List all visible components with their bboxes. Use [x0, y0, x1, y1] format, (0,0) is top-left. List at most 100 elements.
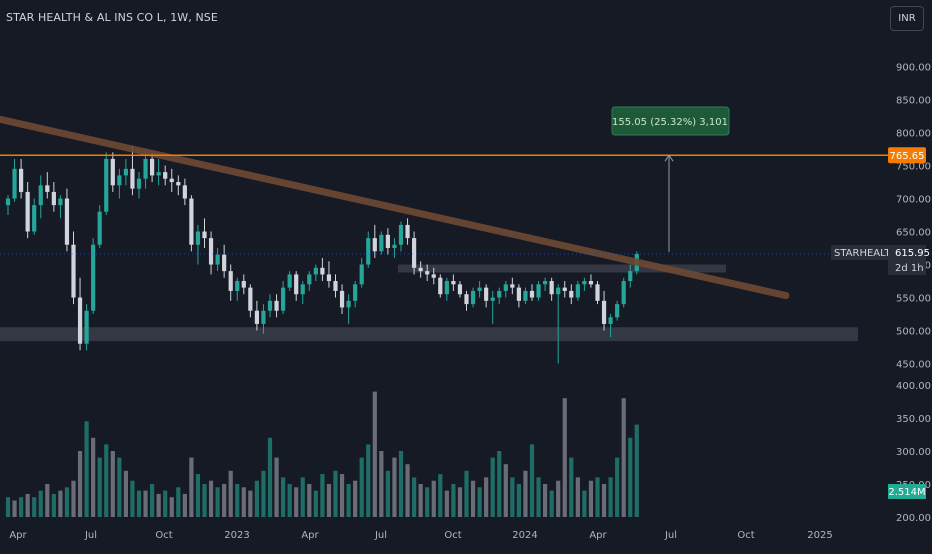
volume-bar	[71, 480, 76, 517]
volume-bar	[425, 487, 430, 517]
volume-bar	[490, 457, 495, 517]
volume-bar	[601, 484, 607, 517]
volume-bar	[431, 480, 436, 517]
price-axis[interactable]: 900.00850.00800.00750.00700.00650.00600.…	[896, 63, 931, 524]
volume-bar	[444, 490, 449, 517]
downtrend-line	[0, 115, 790, 300]
candle	[51, 191, 56, 206]
candle	[385, 234, 390, 249]
volume-bar	[287, 484, 292, 517]
volume-bar	[25, 493, 30, 517]
volume-bar	[562, 398, 567, 517]
volume-bar	[353, 480, 358, 517]
candle	[516, 287, 521, 301]
volume-bar	[110, 451, 115, 517]
volume-bar	[372, 391, 377, 517]
candle	[608, 317, 613, 324]
volume-bar	[582, 490, 587, 517]
volume-bar	[307, 484, 312, 517]
candle	[123, 168, 128, 176]
candle	[523, 290, 528, 301]
candle	[484, 287, 489, 301]
candle	[195, 231, 201, 245]
candle	[457, 284, 463, 295]
volume-bar	[510, 477, 515, 517]
price-tick-label: 550.00	[896, 294, 931, 305]
candle	[503, 284, 508, 291]
candle	[510, 284, 515, 288]
candle	[248, 287, 253, 311]
candle	[84, 310, 89, 344]
volume-bars	[5, 391, 639, 517]
time-tick-label: Jul	[374, 530, 387, 541]
price-tick-label: 700.00	[896, 195, 931, 206]
volume-bar	[176, 487, 181, 517]
candle	[346, 300, 351, 308]
volume-bar	[130, 480, 135, 517]
candle	[156, 172, 161, 176]
volume-bar	[497, 451, 502, 517]
support-resistance-zones	[0, 264, 858, 342]
volume-bar	[418, 484, 423, 517]
measure-arrow-head	[664, 154, 674, 162]
volume-bar	[248, 490, 253, 517]
candle	[438, 277, 443, 295]
time-tick-label: Apr	[301, 530, 319, 541]
volume-bar	[267, 437, 273, 517]
candle	[77, 297, 83, 344]
symbol-tag-bg	[831, 245, 888, 260]
candle	[222, 254, 227, 272]
countdown-bg	[888, 260, 926, 275]
candle	[117, 175, 122, 186]
candle	[556, 287, 561, 295]
time-axis[interactable]: Apr Jul Oct 2023 Apr Jul Oct 2024 Apr Jul Oct 2025	[9, 530, 832, 541]
volume-bar	[412, 477, 417, 517]
volume-bar	[333, 470, 338, 517]
time-tick-label: 2024	[512, 530, 537, 541]
measure-box	[611, 106, 730, 136]
volume-bar	[523, 470, 528, 517]
price-tick-label: 500.00	[896, 327, 931, 338]
volume-tick-label: 200.00	[896, 513, 931, 524]
volume-bar	[359, 457, 364, 517]
volume-bar	[451, 484, 456, 517]
currency-button[interactable]: INR	[890, 6, 924, 31]
volume-bar	[77, 451, 83, 517]
volume-bar	[588, 480, 594, 517]
candle	[300, 284, 305, 295]
candle	[202, 231, 207, 239]
candle	[143, 158, 148, 179]
volume-bar	[222, 484, 227, 517]
symbol-tag: STARHEALTH	[834, 248, 898, 259]
price-tick-label: 900.00	[896, 63, 931, 74]
candle	[254, 310, 259, 324]
volume-bar	[575, 477, 580, 517]
volume-bar	[19, 497, 24, 517]
candle	[562, 287, 567, 291]
time-tick-label: Oct	[737, 530, 754, 541]
candle	[91, 244, 96, 311]
candle	[71, 244, 76, 298]
volume-bar	[281, 477, 286, 517]
candle	[136, 178, 142, 189]
candle	[398, 224, 404, 245]
candle	[359, 264, 364, 285]
candle	[45, 185, 50, 192]
price-tick-label: 800.00	[896, 129, 931, 140]
volume-bar	[608, 477, 613, 517]
volume-bar	[484, 477, 489, 517]
drawn-lines: 155.05 (25.32%) 3,101	[0, 106, 888, 300]
time-tick-label: Oct	[155, 530, 172, 541]
candle	[5, 198, 11, 206]
candle	[333, 281, 338, 291]
candle	[287, 274, 292, 288]
price-tick-label: 650.00	[896, 228, 931, 239]
candle	[595, 284, 600, 301]
volume-bar	[536, 477, 541, 517]
volume-bar	[235, 484, 240, 517]
volume-bar	[300, 477, 305, 517]
volume-bar	[32, 497, 37, 517]
volume-bar	[156, 493, 161, 517]
volume-bar	[549, 490, 554, 517]
